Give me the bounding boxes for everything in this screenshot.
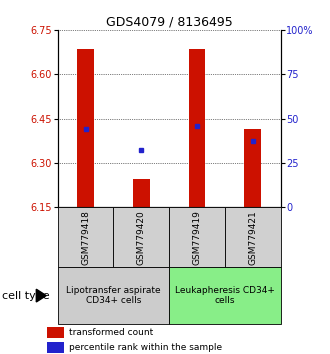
Bar <box>169 267 280 324</box>
Bar <box>244 129 261 207</box>
Bar <box>58 207 114 267</box>
Text: Leukapheresis CD34+
cells: Leukapheresis CD34+ cells <box>175 286 275 305</box>
Bar <box>189 49 205 207</box>
Text: transformed count: transformed count <box>69 328 154 337</box>
Bar <box>225 207 280 267</box>
Bar <box>47 342 63 353</box>
Bar <box>133 179 149 207</box>
Text: GSM779419: GSM779419 <box>192 210 202 265</box>
Bar <box>47 327 63 338</box>
Text: GSM779421: GSM779421 <box>248 210 257 264</box>
Bar <box>77 49 94 207</box>
Text: Lipotransfer aspirate
CD34+ cells: Lipotransfer aspirate CD34+ cells <box>66 286 161 305</box>
Bar <box>114 207 169 267</box>
Bar <box>58 267 169 324</box>
Text: cell type: cell type <box>2 291 49 301</box>
Text: percentile rank within the sample: percentile rank within the sample <box>69 343 223 352</box>
Text: GSM779420: GSM779420 <box>137 210 146 264</box>
Title: GDS4079 / 8136495: GDS4079 / 8136495 <box>106 16 233 29</box>
Text: GSM779418: GSM779418 <box>81 210 90 265</box>
Bar <box>169 207 225 267</box>
